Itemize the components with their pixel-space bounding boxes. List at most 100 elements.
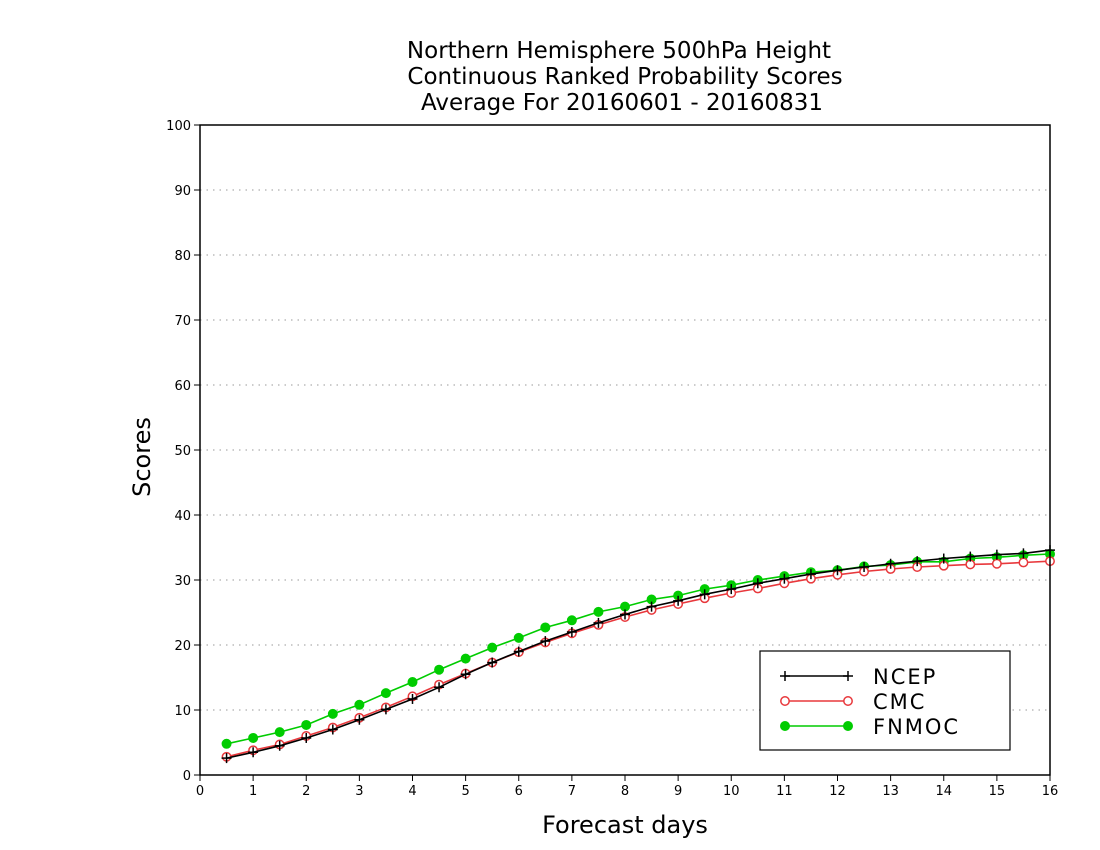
data-point (593, 606, 604, 617)
y-axis-label: Scores (128, 417, 156, 497)
data-point (843, 721, 853, 731)
chart-title: Northern Hemisphere 500hPa Height Contin… (407, 38, 843, 116)
data-point (487, 657, 498, 668)
x-tick-label: 15 (989, 784, 1006, 799)
data-point (221, 738, 232, 749)
x-tick-label: 16 (1042, 784, 1059, 799)
series-layer (221, 545, 1055, 764)
data-point (885, 558, 896, 569)
data-point (327, 724, 338, 735)
data-point (912, 556, 923, 567)
legend-entry-cmc: CMC (780, 690, 926, 714)
data-point (566, 615, 577, 626)
data-point (407, 693, 418, 704)
data-point (540, 622, 551, 633)
gridlines (200, 189, 1050, 711)
series-ncep (221, 545, 1055, 764)
x-tick-label: 10 (723, 784, 740, 799)
chart-title-line-3: Average For 20160601 - 20160831 (421, 90, 823, 116)
y-tick-label: 20 (174, 639, 191, 654)
data-point (699, 589, 710, 600)
data-point (859, 562, 870, 572)
x-tick-label: 3 (355, 784, 363, 799)
data-point (779, 573, 790, 584)
x-tick-label: 0 (196, 784, 204, 799)
data-point (540, 636, 551, 647)
x-tick-label: 1 (249, 784, 257, 799)
legend-label: CMC (873, 690, 926, 714)
data-point (460, 669, 471, 680)
chart-title-line-1: Northern Hemisphere 500hPa Height (407, 38, 831, 64)
data-point (646, 601, 657, 612)
legend-label: FNMOC (873, 715, 960, 739)
legend-entry-ncep: NCEP (780, 665, 937, 689)
x-tick-label: 5 (461, 784, 469, 799)
y-tick-label: 70 (174, 314, 191, 329)
data-point (991, 549, 1002, 560)
y-tick-label: 10 (174, 704, 191, 719)
data-point (354, 714, 365, 725)
legend-label: NCEP (873, 665, 937, 689)
y-tick-label: 60 (174, 379, 191, 394)
data-point (780, 671, 790, 681)
data-point (513, 646, 524, 657)
legend-entry-fnmoc: FNMOC (780, 715, 960, 739)
data-point (274, 740, 285, 751)
y-tick-label: 90 (174, 184, 191, 199)
data-point (274, 727, 285, 738)
data-point (991, 558, 1002, 569)
data-point (380, 688, 391, 699)
data-point (354, 699, 365, 710)
data-point (805, 569, 816, 580)
x-tick-label: 4 (408, 784, 416, 799)
data-point (752, 578, 763, 589)
data-point (460, 653, 471, 664)
data-point (673, 595, 684, 606)
y-tick-label: 50 (174, 444, 191, 459)
x-tick-label: 6 (515, 784, 523, 799)
data-point (221, 753, 232, 764)
data-point (248, 732, 259, 743)
x-tick-label: 9 (674, 784, 682, 799)
data-point (248, 747, 259, 758)
x-axis-label: Forecast days (542, 811, 708, 839)
data-point (1018, 548, 1029, 559)
data-point (407, 677, 418, 688)
data-point (487, 642, 498, 653)
x-tick-label: 11 (776, 784, 793, 799)
y-tick-label: 100 (166, 119, 191, 134)
data-point (938, 553, 949, 564)
chart-title-line-2: Continuous Ranked Probability Scores (407, 64, 842, 90)
data-point (843, 671, 853, 681)
data-point (434, 682, 445, 693)
data-point (832, 565, 843, 576)
x-tick-label: 13 (882, 784, 899, 799)
data-point (843, 696, 853, 706)
y-tick-label: 0 (183, 769, 191, 784)
x-tick-label: 14 (935, 784, 952, 799)
data-point (780, 721, 790, 731)
data-point (327, 708, 338, 719)
y-tick-label: 30 (174, 574, 191, 589)
data-point (620, 609, 630, 620)
data-point (726, 584, 737, 595)
x-tick-label: 2 (302, 784, 310, 799)
x-tick-label: 12 (829, 784, 846, 799)
data-point (301, 732, 312, 743)
data-point (965, 551, 976, 562)
data-point (1018, 557, 1029, 568)
data-point (380, 704, 391, 715)
data-point (434, 664, 445, 675)
x-tick-label: 7 (568, 784, 576, 799)
data-point (513, 632, 524, 643)
data-point (301, 719, 312, 730)
y-tick-label: 80 (174, 249, 191, 264)
data-point (593, 617, 604, 628)
y-tick-label: 40 (174, 509, 191, 524)
x-tick-label: 8 (621, 784, 629, 799)
data-point (780, 696, 790, 706)
